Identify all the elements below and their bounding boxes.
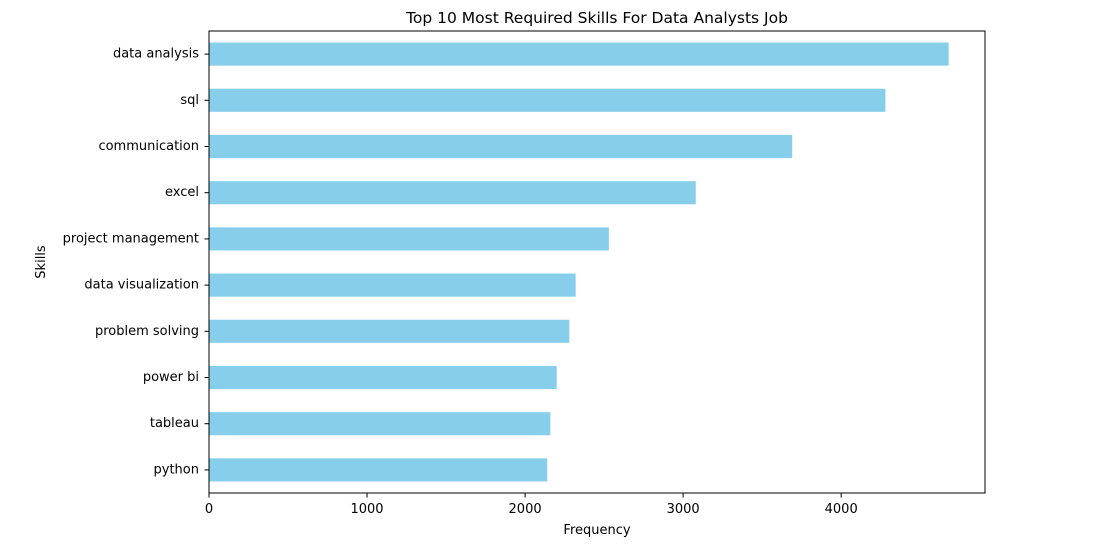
- bar-power-bi: [209, 365, 557, 390]
- chart-title: Top 10 Most Required Skills For Data Ana…: [405, 9, 788, 27]
- x-tick-label: 2000: [509, 502, 542, 517]
- x-tick-label: 1000: [350, 502, 383, 517]
- y-tick-label: communication: [98, 139, 199, 154]
- plot-frame: [208, 30, 986, 494]
- y-tick-label: sql: [180, 93, 199, 108]
- bar-communication: [209, 134, 793, 159]
- bar-problem-solving: [209, 319, 570, 343]
- y-tick-label: data analysis: [113, 47, 199, 62]
- x-axis-ticks: 0 1000 2000 3000 4000: [205, 493, 858, 517]
- bar-tableau: [209, 412, 551, 436]
- y-axis-ticks: data analysis sql communication excel projec…: [63, 47, 209, 477]
- bar-data-analysis: [209, 42, 949, 66]
- y-tick-label: python: [154, 462, 199, 477]
- y-tick-label: excel: [165, 185, 199, 200]
- x-tick-label: 0: [205, 502, 213, 517]
- y-tick-label: power bi: [143, 370, 199, 385]
- x-axis-label: Frequency: [563, 523, 630, 538]
- bar-data-visualization: [209, 273, 576, 297]
- bar-project-management: [209, 227, 609, 251]
- bar-excel: [209, 181, 696, 205]
- bar-python: [209, 458, 548, 482]
- y-axis-label: Skills: [34, 245, 49, 279]
- x-tick-label: 4000: [825, 502, 858, 517]
- bars-group: [209, 42, 949, 482]
- y-tick-label: problem solving: [95, 324, 199, 339]
- bar-sql: [209, 88, 886, 112]
- y-tick-label: tableau: [150, 416, 199, 431]
- y-tick-label: project management: [63, 231, 199, 246]
- y-tick-label: data visualization: [84, 278, 199, 293]
- x-tick-label: 3000: [667, 502, 700, 517]
